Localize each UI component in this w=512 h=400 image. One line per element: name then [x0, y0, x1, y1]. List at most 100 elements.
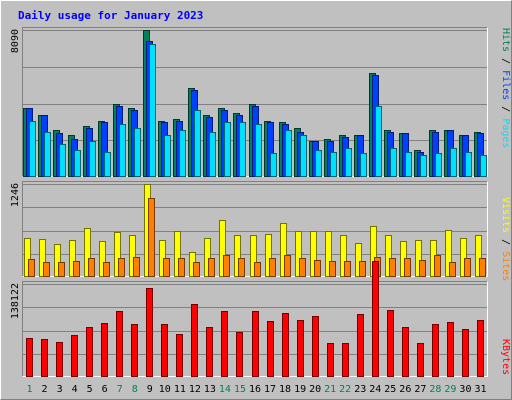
bar-kbytes-day-19 — [297, 320, 304, 377]
bar-pages-day-13 — [209, 132, 216, 177]
x-tick-label-day-24: 24 — [369, 384, 381, 395]
bar-pages-day-30 — [465, 152, 472, 177]
bar-visits-day-8 — [129, 235, 136, 277]
bar-kbytes-day-3 — [56, 342, 63, 377]
x-tick-label-day-26: 26 — [399, 384, 411, 395]
x-tick-label-day-25: 25 — [384, 384, 396, 395]
bar-kbytes-day-25 — [387, 310, 394, 377]
bar-pages-day-26 — [405, 152, 412, 177]
legend-separator: / — [500, 100, 511, 118]
x-tick-label-day-13: 13 — [204, 384, 216, 395]
bar-sites-day-2 — [43, 262, 50, 277]
panel-kbytes: 138122 KBytes — [10, 261, 511, 377]
bar-sites-day-5 — [88, 258, 95, 277]
bar-sites-day-14 — [223, 255, 230, 277]
bar-kbytes-day-14 — [221, 311, 228, 377]
x-tick-label-day-20: 20 — [309, 384, 321, 395]
bar-kbytes-day-12 — [191, 304, 198, 377]
bar-visits-day-21 — [325, 231, 332, 277]
x-tick-label-day-23: 23 — [354, 384, 366, 395]
x-tick-label-day-1: 1 — [27, 384, 33, 395]
bar-kbytes-day-17 — [267, 321, 274, 377]
bar-pages-day-1 — [29, 121, 36, 177]
x-tick-label-day-6: 6 — [102, 384, 108, 395]
bar-pages-day-18 — [285, 130, 292, 177]
bar-kbytes-day-28 — [432, 324, 439, 377]
bar-kbytes-day-6 — [101, 323, 108, 377]
bar-kbytes-day-9 — [146, 288, 153, 377]
legend-separator: / — [500, 52, 511, 70]
bar-pages-day-16 — [255, 124, 262, 177]
chart-title: Daily usage for January 2023 — [18, 9, 203, 22]
ymax-label-visits: 1246 — [10, 183, 21, 207]
bar-visits-day-29 — [445, 230, 452, 277]
bar-kbytes-day-27 — [417, 343, 424, 377]
bar-kbytes-day-13 — [206, 327, 213, 377]
bar-visits-day-27 — [415, 240, 422, 277]
bar-pages-day-15 — [239, 122, 246, 177]
bar-visits-day-17 — [265, 234, 272, 277]
plot-bevel-dark-kbytes — [22, 281, 488, 377]
bar-pages-day-19 — [300, 135, 307, 177]
bar-sites-day-8 — [133, 257, 140, 277]
bar-kbytes-day-20 — [312, 316, 319, 377]
bar-pages-day-22 — [345, 148, 352, 177]
x-tick-label-day-3: 3 — [57, 384, 63, 395]
bar-sites-day-31 — [479, 258, 486, 277]
bar-kbytes-day-31 — [477, 320, 484, 377]
bar-sites-day-13 — [208, 258, 215, 277]
bar-visits-day-11 — [174, 231, 181, 277]
bar-sites-day-17 — [269, 258, 276, 277]
bar-visits-day-5 — [84, 228, 91, 277]
bar-pages-day-6 — [104, 152, 111, 177]
right-legend-kbytes: KBytes — [500, 339, 511, 375]
bar-pages-day-31 — [480, 155, 487, 177]
x-tick-label-day-4: 4 — [72, 384, 78, 395]
x-tick-label-day-11: 11 — [174, 384, 186, 395]
legend-kbytes: KBytes — [500, 339, 511, 375]
x-tick-label-day-31: 31 — [474, 384, 486, 395]
plot-bevel-dark-hits — [22, 27, 488, 177]
bar-pages-day-21 — [330, 152, 337, 177]
bar-pages-day-25 — [390, 148, 397, 177]
bar-kbytes-day-10 — [161, 324, 168, 377]
bar-sites-day-25 — [389, 258, 396, 277]
bar-kbytes-day-7 — [116, 311, 123, 377]
bar-sites-day-15 — [238, 258, 245, 277]
bar-kbytes-day-21 — [327, 343, 334, 377]
x-tick-label-day-7: 7 — [117, 384, 123, 395]
bar-sites-day-26 — [404, 258, 411, 277]
bar-sites-day-10 — [163, 258, 170, 277]
panel-hits: 8090 Hits / Files / Pages — [10, 27, 511, 177]
x-tick-label-day-16: 16 — [249, 384, 261, 395]
bar-visits-day-18 — [280, 223, 287, 277]
bar-sites-day-18 — [284, 255, 291, 277]
x-tick-label-day-8: 8 — [132, 384, 138, 395]
x-tick-label-day-27: 27 — [414, 384, 426, 395]
bar-pages-day-2 — [44, 132, 51, 177]
bar-visits-day-19 — [295, 231, 302, 277]
plot-bevel-dark-visits — [22, 181, 488, 277]
bar-sites-day-28 — [434, 255, 441, 277]
bar-pages-day-9 — [149, 44, 156, 177]
bar-visits-day-6 — [99, 241, 106, 277]
bar-pages-day-28 — [435, 153, 442, 177]
bar-pages-day-7 — [119, 124, 126, 177]
bar-kbytes-day-29 — [447, 322, 454, 377]
x-tick-label-day-30: 30 — [459, 384, 471, 395]
legend-files: Files — [500, 70, 511, 100]
bar-visits-day-4 — [69, 240, 76, 277]
x-tick-label-day-18: 18 — [279, 384, 291, 395]
right-legend-hits: Hits / Files / Pages — [500, 28, 511, 148]
bar-pages-day-27 — [420, 155, 427, 177]
bar-pages-day-3 — [59, 144, 66, 177]
bar-sites-day-29 — [449, 262, 456, 277]
bar-sites-day-4 — [73, 261, 80, 277]
x-axis-labels: 1 2 3 4 5 6 7 8 9 10 11 12 13 14 15 16 17 18 19 20 21 22 23 24 2… — [27, 384, 487, 395]
x-tick-label-day-19: 19 — [294, 384, 306, 395]
bar-kbytes-day-11 — [176, 334, 183, 377]
bar-kbytes-day-16 — [252, 311, 259, 377]
bar-kbytes-day-1 — [26, 338, 33, 377]
bar-kbytes-day-24 — [372, 261, 379, 377]
